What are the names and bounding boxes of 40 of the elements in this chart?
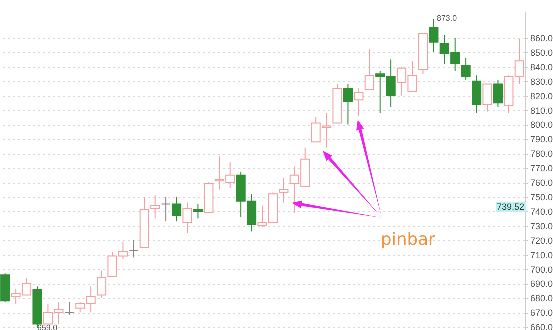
y-tick-label: 810.0 [530,106,553,116]
candlestick [193,204,203,220]
candlestick [161,196,171,222]
candlestick [429,18,439,53]
y-tick-label: 770.0 [530,164,553,174]
candlestick [129,240,139,258]
candlestick [354,88,364,117]
y-tick-label: 710.0 [530,250,553,260]
candlestick [172,196,182,222]
y-tick-label: 780.0 [530,149,553,160]
annotation: 739.52 [496,202,526,212]
y-tick-label: 730.0 [530,221,553,232]
candlestick [493,79,503,108]
candlestick [97,270,107,299]
y-tick-label: 690.0 [530,279,553,290]
y-tick-label: 720.0 [530,236,553,246]
y-tick-label: 760.0 [530,178,553,188]
annotation: 873.0 [437,14,458,23]
y-tick-label: 840.0 [530,62,553,72]
y-tick-label: 820.0 [530,91,553,102]
y-tick-label: 740.0 [530,206,553,217]
candlestick [364,49,374,91]
y-tick-label: 790.0 [530,134,553,145]
y-tick-label: 670.0 [530,308,553,318]
annotation: pinbar [381,230,436,250]
candlestick [182,202,192,234]
y-tick-label: 830.0 [530,76,553,87]
y-tick-label: 750.0 [530,192,553,203]
candlestick [343,84,353,126]
y-tick-label: 800.0 [530,120,553,130]
candlestick [64,302,74,316]
candlestick [472,75,482,114]
candlestick [150,195,160,220]
y-tick-label: 680.0 [530,294,553,304]
y-tick-label: 850.0 [530,48,553,58]
candlestick [461,58,471,80]
candlestick [482,84,492,112]
candlestick [279,178,289,204]
y-tick-label: 860.0 [530,34,553,44]
y-tick-label: 700.0 [530,264,553,275]
